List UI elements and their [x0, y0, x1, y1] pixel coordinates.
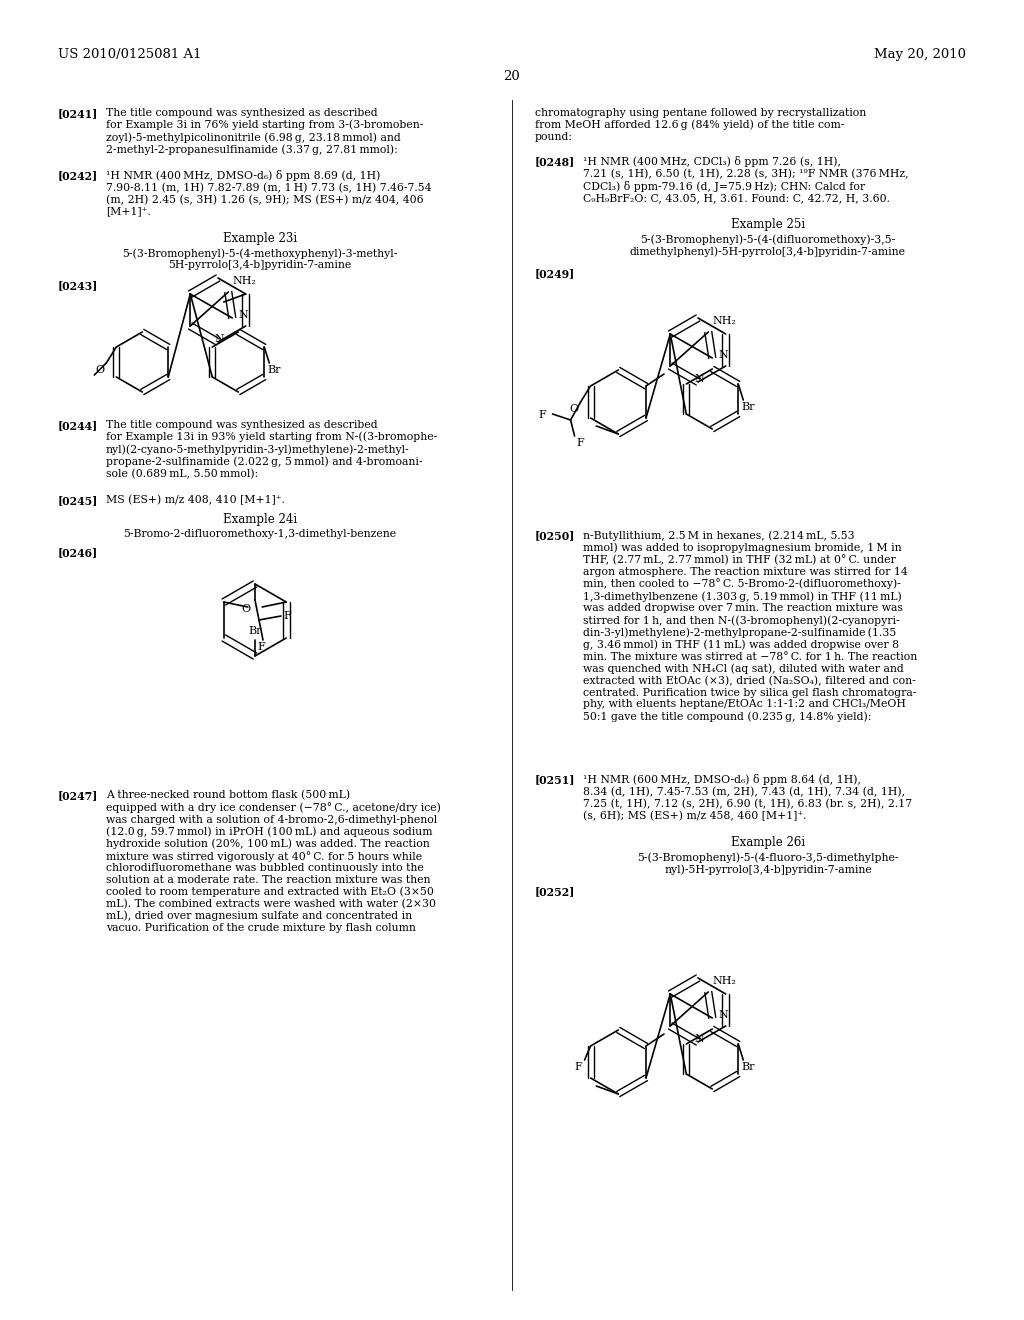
Text: [0241]: [0241] [58, 108, 98, 119]
Text: The title compound was synthesized as described
for Example 13i in 93% yield sta: The title compound was synthesized as de… [106, 420, 437, 479]
Text: Br: Br [248, 626, 262, 636]
Text: [0252]: [0252] [535, 886, 575, 898]
Text: N: N [694, 1034, 703, 1044]
Text: chromatography using pentane followed by recrystallization
from MeOH afforded 12: chromatography using pentane followed by… [535, 108, 866, 141]
Text: N: N [214, 334, 224, 345]
Text: 20: 20 [504, 70, 520, 83]
Text: 5-Bromo-2-difluoromethoxy-1,3-dimethyl-benzene: 5-Bromo-2-difluoromethoxy-1,3-dimethyl-b… [124, 529, 396, 539]
Text: [0243]: [0243] [58, 280, 98, 290]
Text: NH₂: NH₂ [713, 975, 736, 986]
Text: MS (ES+) m/z 408, 410 [M+1]⁺.: MS (ES+) m/z 408, 410 [M+1]⁺. [106, 495, 285, 506]
Text: O: O [95, 366, 104, 375]
Text: Br: Br [267, 366, 281, 375]
Text: NH₂: NH₂ [232, 276, 256, 286]
Text: N: N [239, 310, 248, 319]
Text: Br: Br [741, 1063, 755, 1072]
Text: 5-(3-Bromophenyl)-5-(4-(difluoromethoxy)-3,5-
dimethylphenyl)-5H-pyrrolo[3,4-b]p: 5-(3-Bromophenyl)-5-(4-(difluoromethoxy)… [630, 234, 906, 257]
Text: US 2010/0125081 A1: US 2010/0125081 A1 [58, 48, 202, 61]
Text: n-Butyllithium, 2.5 M in hexanes, (2.214 mL, 5.53
mmol) was added to isopropylma: n-Butyllithium, 2.5 M in hexanes, (2.214… [583, 531, 918, 722]
Text: [0249]: [0249] [535, 268, 575, 279]
Text: [0242]: [0242] [58, 170, 98, 181]
Text: ¹H NMR (400 MHz, CDCl₃) δ ppm 7.26 (s, 1H),
7.21 (s, 1H), 6.50 (t, 1H), 2.28 (s,: ¹H NMR (400 MHz, CDCl₃) δ ppm 7.26 (s, 1… [583, 156, 908, 203]
Text: [0250]: [0250] [535, 531, 575, 541]
Text: N: N [718, 1010, 728, 1020]
Text: [0248]: [0248] [535, 156, 575, 168]
Text: Br: Br [741, 403, 755, 412]
Text: F: F [574, 1063, 583, 1072]
Text: O: O [569, 404, 579, 414]
Text: Example 26i: Example 26i [731, 836, 805, 849]
Text: O: O [242, 605, 251, 614]
Text: NH₂: NH₂ [713, 315, 736, 326]
Text: [0247]: [0247] [58, 789, 98, 801]
Text: N: N [694, 374, 703, 384]
Text: F: F [539, 411, 547, 420]
Text: [0251]: [0251] [535, 774, 575, 785]
Text: Example 25i: Example 25i [731, 218, 805, 231]
Text: F: F [283, 611, 291, 620]
Text: A three-necked round bottom flask (500 mL)
equipped with a dry ice condenser (−7: A three-necked round bottom flask (500 m… [106, 789, 441, 933]
Text: N: N [718, 350, 728, 360]
Text: F: F [257, 642, 265, 652]
Text: 5-(3-Bromophenyl)-5-(4-fluoro-3,5-dimethylphe-
nyl)-5H-pyrrolo[3,4-b]pyridin-7-a: 5-(3-Bromophenyl)-5-(4-fluoro-3,5-dimeth… [637, 851, 899, 875]
Text: [0245]: [0245] [58, 495, 98, 506]
Text: ¹H NMR (600 MHz, DMSO-d₆) δ ppm 8.64 (d, 1H),
8.34 (d, 1H), 7.45-7.53 (m, 2H), 7: ¹H NMR (600 MHz, DMSO-d₆) δ ppm 8.64 (d,… [583, 774, 912, 821]
Text: 5-(3-Bromophenyl)-5-(4-methoxyphenyl)-3-methyl-
5H-pyrrolo[3,4-b]pyridin-7-amine: 5-(3-Bromophenyl)-5-(4-methoxyphenyl)-3-… [122, 248, 397, 271]
Text: F: F [577, 438, 585, 447]
Text: May 20, 2010: May 20, 2010 [874, 48, 966, 61]
Text: [0244]: [0244] [58, 420, 98, 432]
Text: [0246]: [0246] [58, 546, 98, 558]
Text: ¹H NMR (400 MHz, DMSO-d₆) δ ppm 8.69 (d, 1H)
7.90-8.11 (m, 1H) 7.82-7.89 (m, 1 H: ¹H NMR (400 MHz, DMSO-d₆) δ ppm 8.69 (d,… [106, 170, 431, 216]
Text: The title compound was synthesized as described
for Example 3i in 76% yield star: The title compound was synthesized as de… [106, 108, 423, 154]
Text: Example 23i: Example 23i [223, 232, 297, 246]
Text: Example 24i: Example 24i [223, 513, 297, 525]
